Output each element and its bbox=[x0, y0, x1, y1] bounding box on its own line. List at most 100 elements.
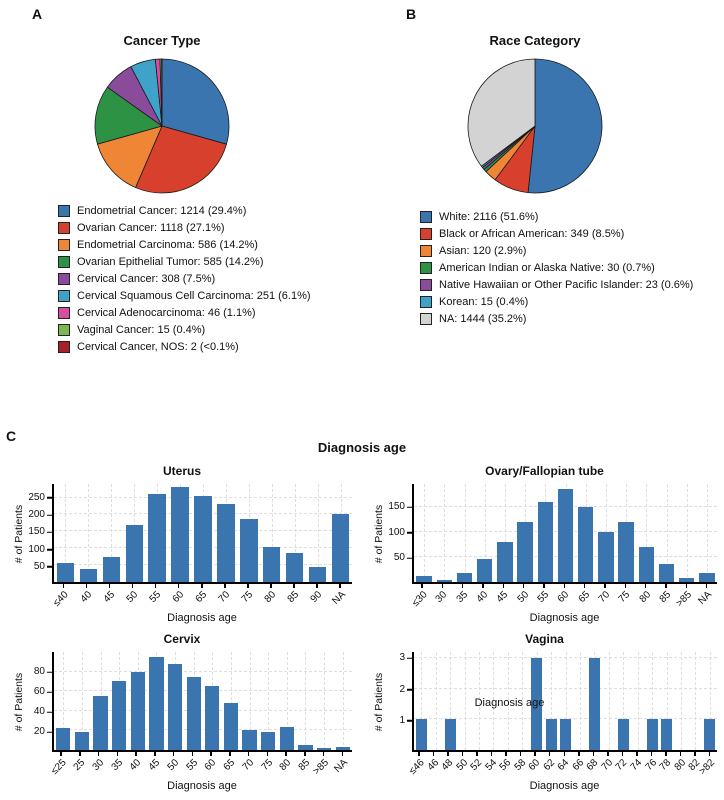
legend-item: Asian: 120 (2.9%) bbox=[420, 245, 693, 257]
x-tick-label: ≤40 bbox=[51, 589, 71, 609]
bar bbox=[194, 495, 212, 582]
x-tick-label: 75 bbox=[259, 757, 275, 773]
y-tick-label: 100 bbox=[388, 526, 405, 538]
x-tick-label: NA bbox=[696, 589, 714, 607]
gridline bbox=[504, 484, 506, 582]
gridline bbox=[230, 652, 232, 750]
gridline bbox=[450, 652, 452, 750]
x-tick-mark bbox=[705, 584, 708, 588]
legend-swatch bbox=[58, 239, 70, 251]
x-tick-mark bbox=[247, 584, 249, 588]
x-tick-label: 55 bbox=[147, 589, 163, 605]
y-tick-label: 1 bbox=[399, 714, 405, 726]
x-tick-mark bbox=[636, 752, 638, 756]
legend-swatch bbox=[420, 279, 432, 291]
legend-item: Korean: 15 (0.4%) bbox=[420, 296, 693, 308]
x-tick-mark bbox=[339, 584, 341, 588]
pie-slice bbox=[135, 125, 227, 194]
race-category-pie-chart bbox=[465, 56, 605, 196]
x-tick-label: 56 bbox=[497, 757, 514, 773]
uterus-bar-chart: Uterus # of Patients 50 100 150 200 250 ≤40 4… bbox=[12, 464, 352, 626]
gridline bbox=[444, 484, 446, 582]
x-tick-mark bbox=[476, 752, 478, 756]
gridline bbox=[54, 690, 352, 692]
bar bbox=[186, 676, 201, 750]
legend-item: Ovarian Epithelial Tumor: 585 (14.2%) bbox=[58, 256, 311, 268]
y-tick-mark bbox=[407, 531, 412, 534]
x-tick-mark bbox=[270, 584, 272, 588]
y-tick-mark bbox=[47, 711, 52, 713]
gridline bbox=[686, 484, 688, 582]
gridline bbox=[666, 652, 668, 750]
gridline bbox=[88, 484, 90, 582]
x-tick-label: 66 bbox=[570, 757, 587, 773]
gridline bbox=[421, 652, 423, 750]
x-tick-label: 46 bbox=[425, 757, 441, 773]
x-tick-label: ≤25 bbox=[48, 757, 69, 777]
x-tick-label: 60 bbox=[555, 589, 572, 605]
x-tick-label: 40 bbox=[78, 589, 94, 605]
legend-label: Black or African American: 349 (8.5%) bbox=[439, 228, 625, 240]
legend-label: Cervical Cancer: 308 (7.5%) bbox=[77, 273, 216, 285]
x-tick-label: 68 bbox=[584, 757, 601, 773]
y-tick-label: 60 bbox=[33, 686, 45, 697]
x-tick-mark bbox=[644, 584, 647, 588]
x-tick-mark bbox=[624, 584, 626, 588]
y-tick-mark bbox=[47, 671, 52, 673]
x-tick-label: 70 bbox=[596, 589, 613, 605]
x-axis-label: Diagnosis age bbox=[529, 612, 600, 624]
y-axis: 20 40 60 80 bbox=[25, 652, 52, 752]
legend-swatch bbox=[420, 211, 432, 223]
bar bbox=[704, 719, 716, 750]
pie-svg bbox=[94, 58, 230, 194]
gridline bbox=[695, 652, 697, 750]
x-tick-mark bbox=[266, 752, 269, 756]
x-tick-mark bbox=[432, 752, 435, 756]
bar bbox=[217, 504, 235, 582]
legend-swatch bbox=[58, 273, 70, 285]
legend-item: Cervical Squamous Cell Carcinoma: 251 (6… bbox=[58, 290, 311, 302]
x-tick-mark bbox=[131, 584, 134, 588]
gridline bbox=[706, 484, 708, 582]
x-tick-mark bbox=[490, 752, 493, 756]
x-tick-mark bbox=[583, 584, 586, 588]
x-tick-label: >85 bbox=[311, 757, 331, 778]
legend-label: NA: 1444 (35.2%) bbox=[439, 313, 527, 325]
bar bbox=[205, 686, 220, 750]
x-tick-mark bbox=[316, 584, 318, 588]
y-tick-mark bbox=[407, 657, 412, 659]
legend-label: Cervical Cancer, NOS: 2 (<0.1%) bbox=[77, 341, 239, 353]
gridline bbox=[111, 484, 113, 582]
legend-swatch bbox=[420, 228, 432, 240]
bar bbox=[436, 579, 452, 582]
legend-label: Asian: 120 (2.9%) bbox=[439, 245, 527, 257]
legend-item: Endometrial Cancer: 1214 (29.4%) bbox=[58, 205, 311, 217]
x-tick-label: 48 bbox=[439, 757, 456, 773]
bar bbox=[125, 524, 143, 582]
x-tick-label: 55 bbox=[535, 589, 552, 605]
bar bbox=[316, 748, 332, 750]
plot-area bbox=[412, 484, 717, 584]
y-tick-label: 50 bbox=[393, 552, 405, 564]
gridline bbox=[286, 652, 288, 750]
legend-swatch bbox=[58, 324, 70, 336]
bar bbox=[517, 521, 533, 582]
gridline bbox=[342, 652, 344, 750]
bar bbox=[658, 564, 675, 582]
bar bbox=[102, 556, 120, 582]
y-axis: 1 2 3 bbox=[385, 652, 412, 752]
x-tick-label: 45 bbox=[494, 589, 511, 605]
x-tick-mark bbox=[461, 752, 464, 756]
x-tick-label: 85 bbox=[657, 589, 674, 605]
gridline bbox=[646, 484, 648, 582]
gridline bbox=[305, 652, 307, 750]
legend-label: Cervical Adenocarcinoma: 46 (1.1%) bbox=[77, 307, 256, 319]
x-tick-mark bbox=[97, 752, 100, 756]
x-tick-label: 78 bbox=[657, 757, 674, 773]
x-tick-mark bbox=[154, 584, 157, 588]
bar bbox=[130, 671, 145, 750]
bar bbox=[545, 719, 557, 750]
legend-item: Ovarian Cancer: 1118 (27.1%) bbox=[58, 222, 311, 234]
x-tick-label: 64 bbox=[555, 757, 572, 773]
bar bbox=[557, 489, 574, 582]
